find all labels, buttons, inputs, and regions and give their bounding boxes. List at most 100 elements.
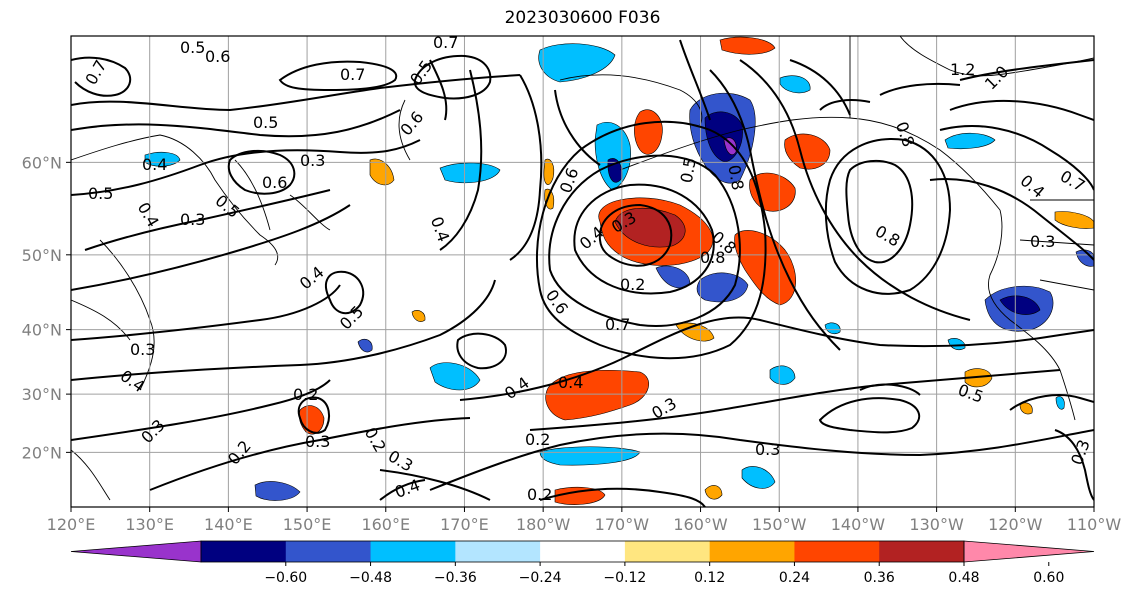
- map-frame: [70, 35, 1095, 508]
- positive-anomaly-region: [675, 322, 715, 342]
- colorbar-tick-label: 0.36: [864, 570, 895, 586]
- colorbar-segment: [455, 541, 541, 562]
- lon-tick-label: 130°W: [909, 515, 964, 534]
- positive-anomaly-region: [554, 486, 606, 505]
- colorbar-tick-label: 0.48: [948, 570, 979, 586]
- contour-label: 0.7: [605, 315, 630, 334]
- contour-label: 0.3: [305, 432, 330, 451]
- colorbar-extend-high: [963, 540, 1095, 563]
- contour-label: 0.5: [180, 38, 205, 57]
- negative-anomaly-region: [741, 466, 776, 489]
- contour-label: 0.3: [300, 151, 325, 170]
- contour-label: 0.6: [205, 47, 230, 66]
- contour-label: 1.2: [950, 60, 975, 79]
- lon-tick-label: 140°W: [831, 515, 886, 534]
- lat-tick-label: 30°N: [22, 385, 62, 404]
- lon-tick-label: 160°W: [673, 515, 728, 534]
- map-title: 2023030600 F036: [504, 8, 661, 28]
- contour-label: 0.8: [700, 248, 725, 267]
- colorbar: −0.60 −0.48 −0.36 −0.24 −0.12 0.12 0.24 0.36 0.4…: [70, 540, 1095, 586]
- contour-label: 0.8: [724, 163, 747, 191]
- negative-anomaly-region: [824, 322, 841, 335]
- contour-label: 0.7: [433, 33, 458, 52]
- positive-anomaly-region: [369, 158, 395, 186]
- negative-anomaly-region: [429, 362, 481, 391]
- negative-anomaly-region: [1055, 396, 1065, 410]
- contour-label: 0.7: [340, 65, 365, 84]
- lon-tick-label: 110°W: [1067, 515, 1122, 534]
- contour-label: 0.3: [755, 440, 780, 459]
- latitude-axis: 20°N 30°N 40°N 50°N 60°N: [22, 153, 71, 462]
- lat-tick-label: 40°N: [22, 321, 62, 340]
- lon-tick-label: 180°W: [516, 515, 571, 534]
- contour-label: 0.6: [262, 173, 287, 192]
- negative-anomaly-region: [254, 481, 301, 501]
- positive-anomaly-region: [543, 158, 555, 185]
- positive-anomaly-region: [634, 109, 663, 155]
- colorbar-tick-label: 0.24: [779, 570, 810, 586]
- colorbar-segment: [285, 541, 372, 562]
- negative-anomaly-region: [539, 446, 641, 466]
- lat-tick-label: 50°N: [22, 246, 62, 265]
- negative-anomaly-region: [944, 132, 996, 150]
- contour-label: 0.5: [88, 184, 113, 203]
- colorbar-tick-label: 0.12: [694, 570, 725, 586]
- longitude-axis: 120°E 130°E 140°E 150°E 160°E 170°E 180°W 170°W…: [47, 507, 1122, 534]
- negative-anomaly-region: [769, 365, 796, 385]
- contour-label: 0.2: [527, 485, 552, 504]
- positive-anomaly-region: [411, 310, 426, 322]
- negative-anomaly-region: [538, 43, 616, 83]
- negative-anomaly-region: [357, 338, 373, 353]
- negative-anomaly-region: [999, 295, 1041, 315]
- map-area: 0.5 0.6 0.7 0.7 0.7 0.5 0.5 0.6 0.3 0.4 …: [71, 33, 1094, 507]
- colorbar-segment: [370, 541, 456, 562]
- positive-anomaly-region: [544, 188, 555, 210]
- negative-anomaly-region: [439, 162, 501, 184]
- colorbar-segment: [624, 541, 711, 562]
- contour-label: 0.2: [293, 385, 318, 404]
- contour-lines: [71, 39, 1094, 507]
- positive-anomaly-region: [1054, 211, 1094, 229]
- colorbar-tick-label: −0.36: [434, 570, 477, 586]
- contour-label: 0.3: [130, 340, 155, 359]
- lon-tick-label: 120°W: [988, 515, 1043, 534]
- lon-tick-label: 150°W: [752, 515, 807, 534]
- lon-tick-label: 150°E: [283, 515, 332, 534]
- negative-anomaly-region: [723, 137, 737, 155]
- contour-label: 0.2: [525, 430, 550, 449]
- colorbar-tick-label: −0.48: [349, 570, 392, 586]
- colorbar-extend-low: [70, 540, 202, 563]
- lon-tick-label: 160°E: [361, 515, 410, 534]
- negative-anomaly-region: [779, 75, 811, 94]
- lat-tick-label: 60°N: [22, 153, 62, 172]
- contour-label: 0.2: [620, 275, 645, 294]
- colorbar-segment: [201, 541, 287, 562]
- positive-anomaly-region: [784, 133, 831, 170]
- colorbar-tick-label: −0.12: [603, 570, 646, 586]
- lon-tick-label: 120°E: [47, 515, 96, 534]
- colorbar-segment: [879, 541, 965, 562]
- negative-anomaly-region: [696, 272, 749, 303]
- contour-label: 0.5: [253, 113, 278, 132]
- colorbar-outline: [200, 540, 965, 563]
- colorbar-tick-label: 0.60: [1033, 570, 1064, 586]
- positive-anomaly-region: [1019, 402, 1033, 415]
- lon-tick-label: 130°E: [125, 515, 174, 534]
- lat-tick-label: 20°N: [22, 443, 62, 462]
- colorbar-segment: [794, 541, 880, 562]
- contour-label: 0.4: [142, 155, 167, 174]
- colorbar-tick-label: −0.24: [519, 570, 562, 586]
- positive-anomaly-region: [719, 36, 776, 55]
- contour-label: 0.3: [1030, 232, 1055, 251]
- contour-label: 0.5: [677, 156, 700, 184]
- lon-tick-label: 170°E: [440, 515, 489, 534]
- colorbar-segment: [540, 541, 626, 562]
- contour-label: 0.4: [558, 373, 583, 392]
- positive-anomaly-region: [704, 485, 723, 500]
- lon-tick-label: 140°E: [204, 515, 253, 534]
- lon-tick-label: 170°W: [595, 515, 650, 534]
- colorbar-segment: [709, 541, 795, 562]
- positive-anomaly-region: [614, 207, 686, 248]
- colorbar-tick-label: −0.60: [264, 570, 307, 586]
